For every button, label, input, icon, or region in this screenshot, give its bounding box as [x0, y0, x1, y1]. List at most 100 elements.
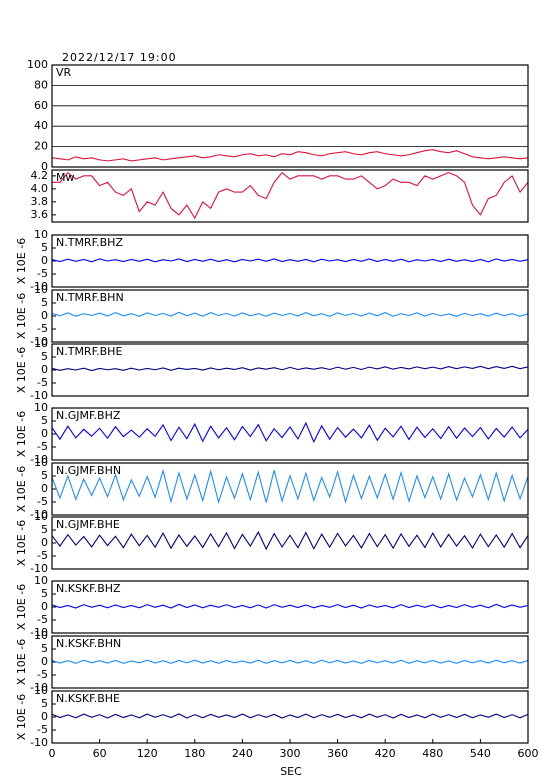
- x-tick-label: 360: [327, 747, 348, 760]
- x-tick-label: 180: [184, 747, 205, 760]
- y-tick-label: 0: [41, 160, 48, 173]
- x-tick-label: 540: [470, 747, 491, 760]
- panel-frame: [51, 516, 529, 570]
- y-tick-label: 10: [34, 684, 48, 697]
- y-tick-label: 0: [41, 482, 48, 495]
- y-tick-label: 5: [41, 469, 48, 482]
- y-tick-label: 80: [34, 78, 48, 91]
- panel-label: N.GJMF.BHZ: [56, 409, 121, 422]
- trace: [51, 258, 529, 263]
- y-tick-label: 0: [41, 655, 48, 668]
- trace: [51, 149, 529, 162]
- y-tick-label: 100: [27, 58, 48, 71]
- y-tick-label: 0: [41, 600, 48, 613]
- y-tick-label: -5: [37, 668, 48, 681]
- chart-title: 2022/12/17 19:00: [62, 51, 177, 64]
- y-tick-label: 10: [34, 283, 48, 296]
- y-tick-label: -5: [37, 376, 48, 389]
- y-tick-label: 20: [34, 140, 48, 153]
- trace: [52, 171, 529, 220]
- y-tick-label: 10: [34, 337, 48, 350]
- x-tick-label: 240: [232, 747, 253, 760]
- panel-label: VR: [56, 66, 72, 79]
- y-tick-label: -5: [37, 495, 48, 508]
- trace: [51, 530, 529, 551]
- y-tick-label: 3.8: [31, 195, 49, 208]
- y-tick-label: 10: [34, 629, 48, 642]
- y-tick-label: 3.6: [31, 208, 49, 221]
- panel-label: N.KSKF.BHZ: [56, 582, 121, 595]
- y-tick-label: -5: [37, 723, 48, 736]
- y-tick-label: 10: [34, 228, 48, 241]
- y-tick-label: 5: [41, 241, 48, 254]
- y-tick-label: -10: [30, 562, 48, 575]
- y-tick-label: 60: [34, 99, 48, 112]
- panel-frame: [51, 343, 529, 397]
- trace: [51, 311, 529, 317]
- trace: [51, 421, 529, 444]
- y-tick-label: 0: [41, 710, 48, 723]
- y-axis-label: X 10E -6: [15, 584, 28, 630]
- y-tick-label: 5: [41, 414, 48, 427]
- x-axis-label: SEC: [280, 765, 302, 778]
- panel-frame: [51, 64, 529, 168]
- y-tick-label: 0: [41, 254, 48, 267]
- trace: [51, 713, 529, 719]
- panel-label: N.TMRF.BHE: [56, 345, 122, 358]
- y-tick-label: -10: [30, 280, 48, 293]
- y-tick-label: 40: [34, 119, 48, 132]
- y-tick-label: -5: [37, 322, 48, 335]
- y-tick-label: 4.2: [31, 169, 49, 182]
- x-tick-label: 60: [93, 747, 107, 760]
- y-tick-label: -10: [30, 508, 48, 521]
- y-tick-label: -10: [30, 389, 48, 402]
- y-axis-label: X 10E -6: [15, 694, 28, 740]
- y-tick-label: 5: [41, 642, 48, 655]
- trace: [51, 659, 529, 664]
- panel-label: N.GJMF.BHN: [56, 464, 121, 477]
- panel-label: N.TMRF.BHZ: [56, 236, 123, 249]
- y-tick-label: -5: [37, 267, 48, 280]
- y-axis-label: X 10E -6: [15, 466, 28, 512]
- panel-frame: [51, 234, 529, 288]
- y-tick-label: -10: [30, 736, 48, 749]
- x-tick-label: 420: [375, 747, 396, 760]
- x-tick-label: 600: [518, 747, 539, 760]
- panel-frame: [51, 635, 529, 689]
- y-tick-label: -10: [30, 626, 48, 639]
- panel-frame: [51, 169, 529, 223]
- panel-label: N.KSKF.BHN: [56, 637, 121, 650]
- y-tick-label: 5: [41, 296, 48, 309]
- panel-frame: [51, 580, 529, 634]
- y-tick-label: 0: [41, 536, 48, 549]
- y-tick-label: -5: [37, 549, 48, 562]
- y-tick-label: -5: [37, 440, 48, 453]
- panel-label: N.GJMF.BHE: [56, 518, 120, 531]
- y-tick-label: -5: [37, 613, 48, 626]
- y-tick-label: -10: [30, 681, 48, 694]
- y-tick-label: 5: [41, 697, 48, 710]
- panel-frame: [51, 407, 529, 461]
- y-tick-label: -10: [30, 335, 48, 348]
- y-axis-label: X 10E -6: [15, 520, 28, 566]
- panel-label: N.TMRF.BHN: [56, 291, 124, 304]
- trace: [51, 365, 529, 372]
- panel-label: N.KSKF.BHE: [56, 692, 120, 705]
- x-tick-label: 0: [49, 747, 56, 760]
- panel-frame: [51, 289, 529, 343]
- panel-frame: [51, 462, 529, 516]
- y-tick-label: 10: [34, 456, 48, 469]
- y-axis-label: X 10E -6: [15, 411, 28, 457]
- y-tick-label: 5: [41, 350, 48, 363]
- y-tick-label: 4.0: [31, 182, 49, 195]
- trace: [51, 468, 529, 504]
- y-axis-label: X 10E -6: [15, 238, 28, 284]
- y-tick-label: -10: [30, 453, 48, 466]
- x-tick-label: 480: [422, 747, 443, 760]
- y-tick-label: 10: [34, 574, 48, 587]
- x-tick-label: 120: [137, 747, 158, 760]
- panel-label: Mw: [56, 171, 75, 184]
- y-tick-label: 0: [41, 363, 48, 376]
- y-axis-label: X 10E -6: [15, 293, 28, 339]
